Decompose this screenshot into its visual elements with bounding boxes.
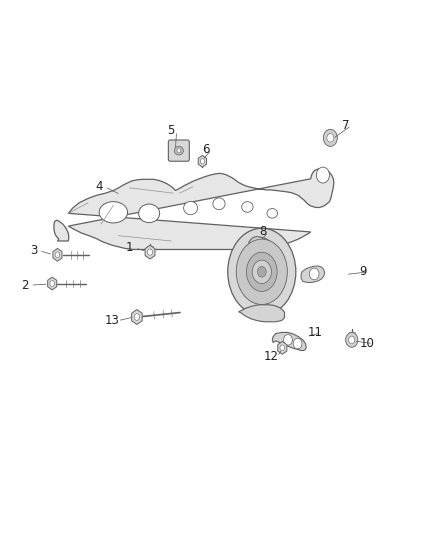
Text: 8: 8 [259,225,266,238]
Circle shape [293,338,302,349]
Circle shape [309,268,319,280]
Circle shape [346,333,358,348]
Polygon shape [68,168,334,249]
Polygon shape [48,277,57,290]
Text: 6: 6 [202,143,210,156]
Ellipse shape [139,204,159,223]
Ellipse shape [247,252,277,292]
Ellipse shape [99,201,127,223]
Text: 10: 10 [360,337,375,350]
Polygon shape [198,156,207,167]
Ellipse shape [174,146,184,155]
Ellipse shape [213,198,225,209]
Circle shape [252,260,272,284]
Polygon shape [53,248,62,261]
Circle shape [280,345,285,351]
Polygon shape [239,305,285,322]
Circle shape [323,130,337,147]
Circle shape [316,167,329,183]
Text: 12: 12 [264,350,279,364]
Polygon shape [301,266,325,282]
Text: 4: 4 [95,180,102,193]
Circle shape [258,266,266,277]
Ellipse shape [236,239,287,304]
Ellipse shape [228,228,296,316]
Circle shape [55,252,60,257]
Circle shape [349,336,355,344]
Circle shape [327,134,334,142]
Polygon shape [272,333,306,351]
Polygon shape [54,220,69,241]
FancyBboxPatch shape [168,140,189,161]
Circle shape [148,249,152,255]
Ellipse shape [242,201,253,212]
Ellipse shape [267,208,278,218]
Circle shape [134,313,140,320]
Text: 2: 2 [21,279,28,292]
Text: 11: 11 [307,326,322,340]
Circle shape [200,159,205,164]
Text: 5: 5 [167,124,175,138]
Polygon shape [249,237,272,248]
Text: 7: 7 [342,119,350,132]
Text: 1: 1 [126,241,133,254]
Text: 13: 13 [105,314,120,327]
Text: 9: 9 [359,265,367,278]
Circle shape [50,281,55,286]
Polygon shape [278,342,287,354]
Polygon shape [145,245,155,259]
Ellipse shape [184,201,198,215]
Text: 3: 3 [30,244,37,257]
Polygon shape [132,310,142,325]
Circle shape [177,149,180,153]
Circle shape [284,335,292,345]
